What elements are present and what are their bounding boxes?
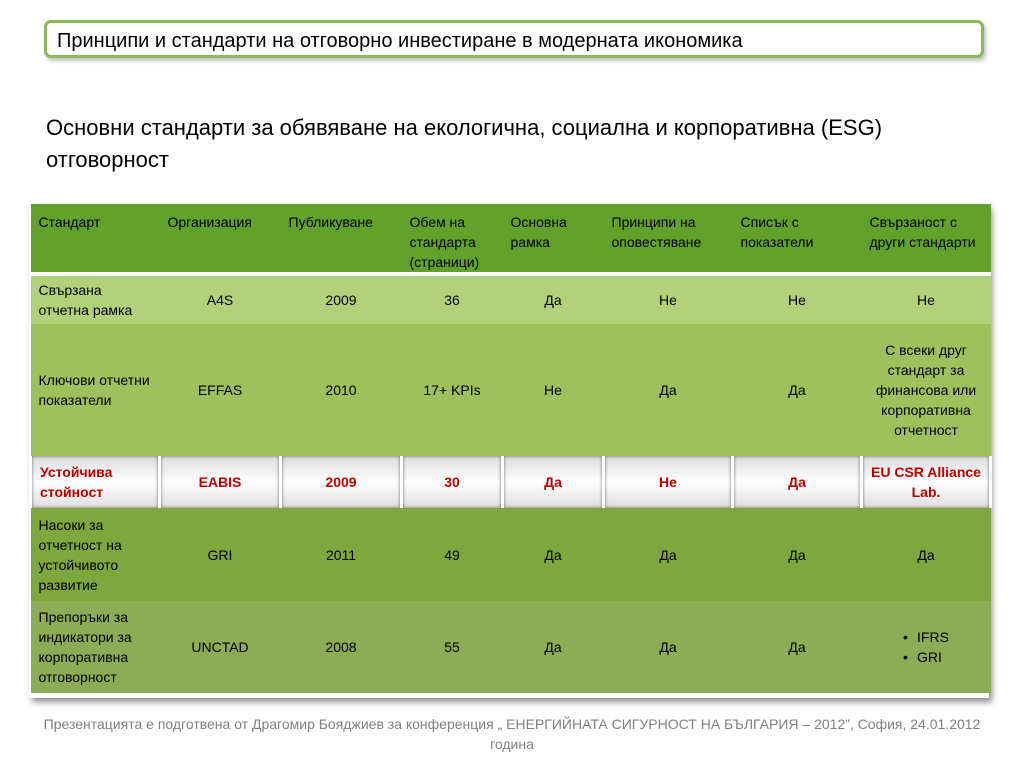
table-cell: Да <box>732 324 862 456</box>
table-cell: Ключови отчетни показатели <box>30 324 160 456</box>
table-row: Препоръки за индикатори за корпоративна … <box>30 601 991 693</box>
table-row: Свързана отчетна рамка A4S 2009 36 Да Не… <box>30 274 991 324</box>
table-cell: EABIS <box>158 456 282 508</box>
slide-header-title: Принципи и стандарти на отговорно инвест… <box>57 30 743 52</box>
column-header: Свързаност с други стандарти <box>861 204 991 274</box>
table-cell: 30 <box>400 456 504 508</box>
table-cell: 2009 <box>280 274 402 324</box>
slide-subtitle: Основни стандарти за обявяване на еколог… <box>46 115 883 172</box>
list-item: IFRS <box>903 627 949 647</box>
esg-standards-table: Стандарт Организация Публикуване Обем на… <box>29 204 992 698</box>
table-cell: Не <box>732 274 862 324</box>
table-cell: Не <box>861 274 991 324</box>
table-cell: Не <box>602 456 734 508</box>
table-cell: EFFAS <box>159 324 281 456</box>
slide-footer: Презентацията е подготвена от Драгомир Б… <box>43 716 981 752</box>
table-cell: Да <box>502 274 604 324</box>
table-cell: 17+ KPIs <box>401 324 503 456</box>
table-cell: 2010 <box>280 324 402 456</box>
table-cell: UNCTAD <box>159 601 281 693</box>
table-cell: Да <box>732 601 862 693</box>
header-box: Принципи и стандарти на отговорно инвест… <box>44 20 984 58</box>
column-header: Списък с показатели <box>732 204 862 274</box>
table-cell: A4S <box>159 274 281 324</box>
table-cell: 2009 <box>279 456 403 508</box>
list-item: GRI <box>903 647 949 667</box>
table-cell: Да <box>732 508 862 601</box>
column-header: Основна рамка <box>502 204 604 274</box>
table-cell: GRI <box>159 508 281 601</box>
table-cell: 49 <box>401 508 503 601</box>
column-header: Обем на стандарта (страници) <box>401 204 503 274</box>
table-cell: С всеки друг стандарт за финансова или к… <box>861 324 991 456</box>
table-cell: 36 <box>401 274 503 324</box>
table-cell: 55 <box>401 601 503 693</box>
table-cell: Да <box>603 508 733 601</box>
column-header: Стандарт <box>30 204 160 274</box>
table-cell: Да <box>603 601 733 693</box>
table-cell: Да <box>502 508 604 601</box>
table-cell: Да <box>861 508 991 601</box>
table-cell: EU CSR Alliance Lab. <box>860 456 992 508</box>
column-header: Принципи на оповестяване <box>603 204 733 274</box>
table-cell: Не <box>603 274 733 324</box>
table-cell: Да <box>502 601 604 693</box>
table-cell: IFRS GRI <box>861 601 991 693</box>
table-cell: Да <box>731 456 863 508</box>
table-header-row: Стандарт Организация Публикуване Обем на… <box>30 204 991 274</box>
table-cell: Да <box>603 324 733 456</box>
table-cell: Свързана отчетна рамка <box>30 274 160 324</box>
table-row: Насоки за отчетност на устойчивото разви… <box>30 508 991 601</box>
highlighted-table-row: Устойчива стойност EABIS 2009 30 Да Не Д… <box>29 456 992 508</box>
column-header: Публикуване <box>280 204 402 274</box>
column-header: Организация <box>159 204 281 274</box>
table-cell: Насоки за отчетност на устойчивото разви… <box>30 508 160 601</box>
table-cell: Не <box>502 324 604 456</box>
related-standards-list: IFRS GRI <box>903 627 949 667</box>
table-cell: 2008 <box>280 601 402 693</box>
table-cell: Да <box>501 456 605 508</box>
table-cell: 2011 <box>280 508 402 601</box>
table-row: Ключови отчетни показатели EFFAS 2010 17… <box>30 324 991 456</box>
table-cell: Препоръки за индикатори за корпоративна … <box>30 601 160 693</box>
table-cell: Устойчива стойност <box>29 456 161 508</box>
